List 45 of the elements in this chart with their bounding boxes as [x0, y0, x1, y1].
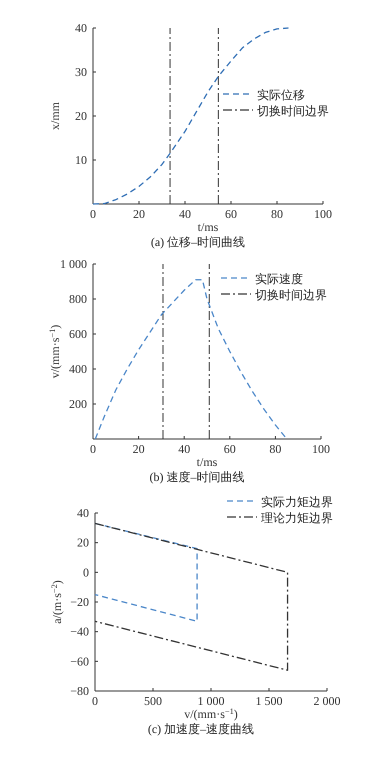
ref-line-label: 切换时间边界 — [257, 104, 329, 118]
x-tick-label: 0 — [92, 694, 98, 708]
y-tick-label: 200 — [69, 397, 87, 411]
y-tick-label: −80 — [70, 684, 89, 698]
x-tick-label: 20 — [133, 207, 145, 221]
y-tick-label: 400 — [69, 362, 87, 376]
x-tick-label: 60 — [225, 207, 237, 221]
text: (b) 速度–时间曲线 — [150, 470, 244, 484]
y-tick-label: 800 — [69, 292, 87, 306]
legend-label: 实际速度 — [255, 272, 303, 286]
x-tick-label: 500 — [144, 694, 162, 708]
x-tick-label: 1 500 — [256, 694, 282, 708]
y-tick-label: 40 — [77, 506, 89, 520]
y-tick-label: 20 — [75, 109, 87, 123]
legend-label: 实际力矩边界 — [261, 495, 333, 509]
y-tick-label: 1 000 — [60, 257, 87, 271]
ref-line-label: 切换时间边界 — [255, 288, 327, 302]
x-axis-title: t/ms — [196, 455, 218, 469]
y-tick-label: 20 — [77, 536, 89, 550]
y-axis-title: x/mm — [48, 101, 62, 130]
line-series — [94, 522, 198, 622]
x-axis-title: t/ms — [198, 220, 219, 234]
legend-label: 理论力矩边界 — [261, 511, 333, 525]
x-tick-label: 20 — [132, 442, 145, 456]
y-tick-label: 30 — [75, 65, 87, 79]
text: (a) 位移–时间曲线 — [150, 235, 246, 249]
y-tick-label: 600 — [69, 327, 87, 341]
y-tick-label: −60 — [70, 654, 89, 668]
x-tick-label: 80 — [271, 207, 283, 221]
y-tick-label: −20 — [70, 595, 89, 609]
x-tick-label: 100 — [312, 442, 330, 456]
y-tick-label: 40 — [75, 21, 87, 35]
y-tick-label: 0 — [83, 565, 89, 580]
text: (c) 加速度–速度曲线 — [148, 722, 254, 736]
x-axis-title: v/(mm·s$^{−1}$) — [184, 706, 238, 721]
legend-label: 实际位移 — [257, 88, 305, 102]
x-tick-label: 40 — [178, 442, 190, 456]
x-tick-label: 1 000 — [198, 694, 224, 708]
x-tick-label: 80 — [269, 442, 282, 456]
x-tick-label: 60 — [224, 442, 236, 456]
x-tick-label: 40 — [179, 207, 191, 221]
y-tick-label: 10 — [75, 153, 87, 167]
x-tick-label: 2 000 — [314, 694, 340, 708]
x-tick-label: 100 — [314, 207, 332, 221]
y-tick-label: −40 — [70, 624, 89, 639]
